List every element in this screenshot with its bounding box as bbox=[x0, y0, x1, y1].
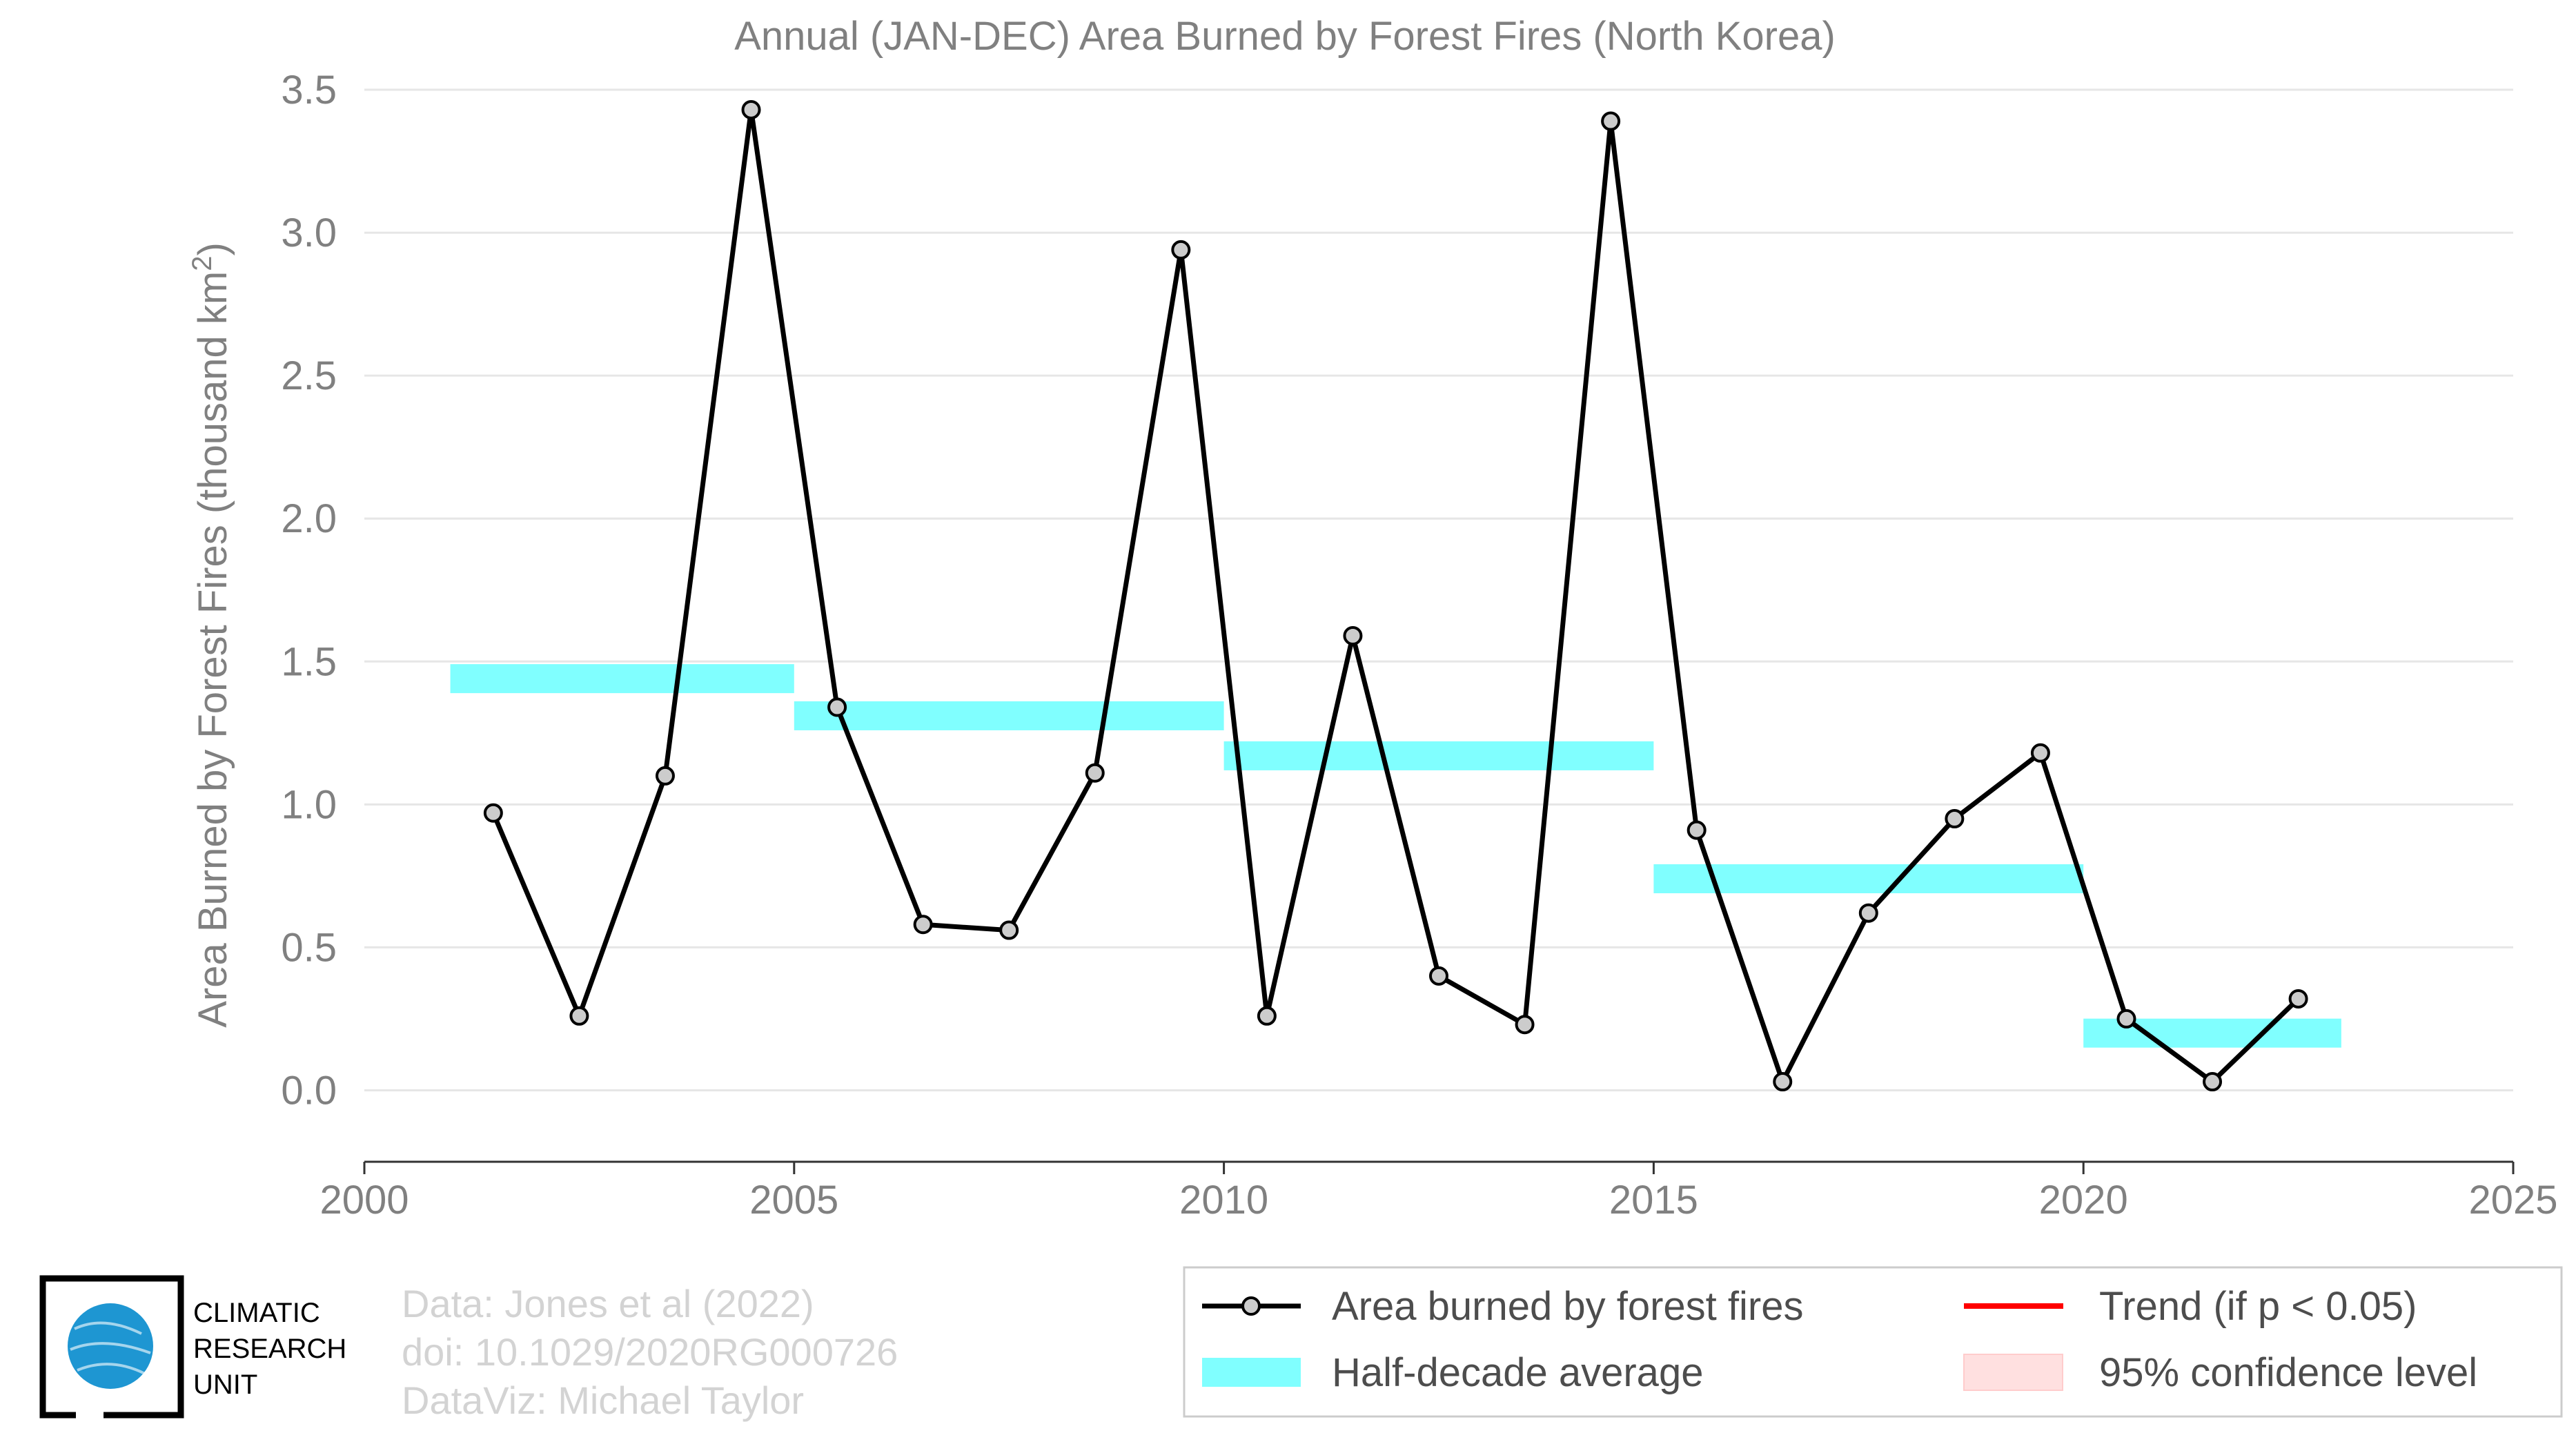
series-line-area-burned bbox=[491, 107, 2301, 1084]
legend-confidence-band-icon bbox=[1963, 1354, 2063, 1391]
y-tick-label: 0.0 bbox=[281, 1068, 337, 1113]
logo-text-line2: RESEARCH bbox=[193, 1334, 346, 1364]
y-axis-label-main: Area Burned by Forest Fires (thousand km bbox=[190, 271, 235, 1028]
half-decade-average-bar bbox=[1653, 864, 2084, 894]
legend-label-area-burned: Area burned by forest fires bbox=[1332, 1284, 1803, 1329]
credits: Data: Jones et al (2022) doi: 10.1029/20… bbox=[402, 1282, 898, 1422]
legend-half-decade-band-icon bbox=[1202, 1358, 1301, 1387]
legend-box bbox=[1183, 1266, 2563, 1418]
y-tick-label: 2.5 bbox=[281, 353, 337, 398]
data-point bbox=[1601, 111, 1621, 131]
y-tick-label: 0.5 bbox=[281, 925, 337, 970]
credits-line1: Data: Jones et al (2022) bbox=[402, 1282, 814, 1325]
x-tick-label: 2010 bbox=[1179, 1178, 1268, 1223]
logo-bracket-right bbox=[104, 1275, 184, 1419]
y-tick-label: 3.5 bbox=[281, 68, 337, 113]
data-point bbox=[2288, 989, 2308, 1009]
credits-line3: DataViz: Michael Taylor bbox=[402, 1379, 804, 1422]
data-point bbox=[1945, 809, 1965, 829]
legend-marker-icon bbox=[1241, 1296, 1261, 1316]
data-point bbox=[999, 920, 1019, 940]
data-point bbox=[1773, 1072, 1793, 1092]
y-tick-label: 3.0 bbox=[281, 211, 337, 255]
y-tick-label: 1.5 bbox=[281, 639, 337, 684]
data-point bbox=[1171, 240, 1191, 260]
data-point bbox=[1343, 625, 1363, 645]
y-axis-label-superscript: 2 bbox=[187, 256, 217, 271]
data-point bbox=[2030, 743, 2050, 763]
y-tick-label: 2.0 bbox=[281, 496, 337, 541]
series-line-group bbox=[491, 107, 2301, 1084]
legend-label-half-decade: Half-decade average bbox=[1332, 1350, 1703, 1395]
data-point bbox=[1429, 966, 1448, 986]
x-tick-label: 2015 bbox=[1609, 1178, 1698, 1223]
half-decade-average-bar bbox=[794, 701, 1224, 730]
legend-label-confidence: 95% confidence level bbox=[2099, 1350, 2477, 1395]
half-decade-average-bars bbox=[450, 664, 2341, 1048]
x-tick-label: 2000 bbox=[319, 1178, 409, 1223]
data-point bbox=[1085, 763, 1105, 783]
data-points bbox=[483, 99, 2308, 1092]
half-decade-average-bar bbox=[1223, 741, 1654, 770]
logo-bracket-left bbox=[39, 1275, 153, 1419]
data-point bbox=[1858, 903, 1878, 923]
logo-globe-pattern bbox=[70, 1321, 151, 1375]
data-point bbox=[655, 766, 675, 786]
credits-line2: doi: 10.1029/2020RG000726 bbox=[402, 1330, 898, 1374]
half-decade-average-bar bbox=[450, 664, 794, 694]
x-tick-label: 2025 bbox=[2468, 1178, 2557, 1223]
y-tick-label: 1.0 bbox=[281, 782, 337, 827]
gridlines bbox=[364, 88, 2513, 1091]
chart-title: Annual (JAN-DEC) Area Burned by Forest F… bbox=[734, 14, 1836, 59]
data-point bbox=[1515, 1015, 1535, 1035]
data-point bbox=[2203, 1072, 2223, 1092]
data-point bbox=[827, 697, 847, 717]
data-point bbox=[1687, 820, 1707, 840]
legend: Area burned by forest fires Trend (if p … bbox=[1183, 1266, 2563, 1418]
x-ticks: 2000 2005 2010 2015 2020 2025 bbox=[319, 1162, 2558, 1223]
logo-text-line3: UNIT bbox=[193, 1370, 257, 1400]
y-axis-label: Area Burned by Forest Fires (thousand km… bbox=[187, 242, 235, 1028]
logo-text-line1: CLIMATIC bbox=[193, 1298, 320, 1328]
data-point bbox=[913, 915, 933, 935]
x-tick-label: 2020 bbox=[2039, 1178, 2128, 1223]
data-point bbox=[483, 803, 503, 823]
data-point bbox=[741, 99, 761, 119]
data-point bbox=[1257, 1006, 1277, 1026]
legend-label-trend: Trend (if p < 0.05) bbox=[2099, 1284, 2417, 1329]
data-point bbox=[2116, 1009, 2136, 1029]
data-point bbox=[569, 1006, 589, 1026]
x-tick-label: 2005 bbox=[749, 1178, 838, 1223]
y-tick-labels: 0.0 0.5 1.0 1.5 2.0 2.5 3.0 3.5 bbox=[281, 68, 337, 1113]
cru-logo: CLIMATIC RESEARCH UNIT bbox=[39, 1275, 346, 1419]
y-axis-label-close: ) bbox=[190, 242, 235, 255]
